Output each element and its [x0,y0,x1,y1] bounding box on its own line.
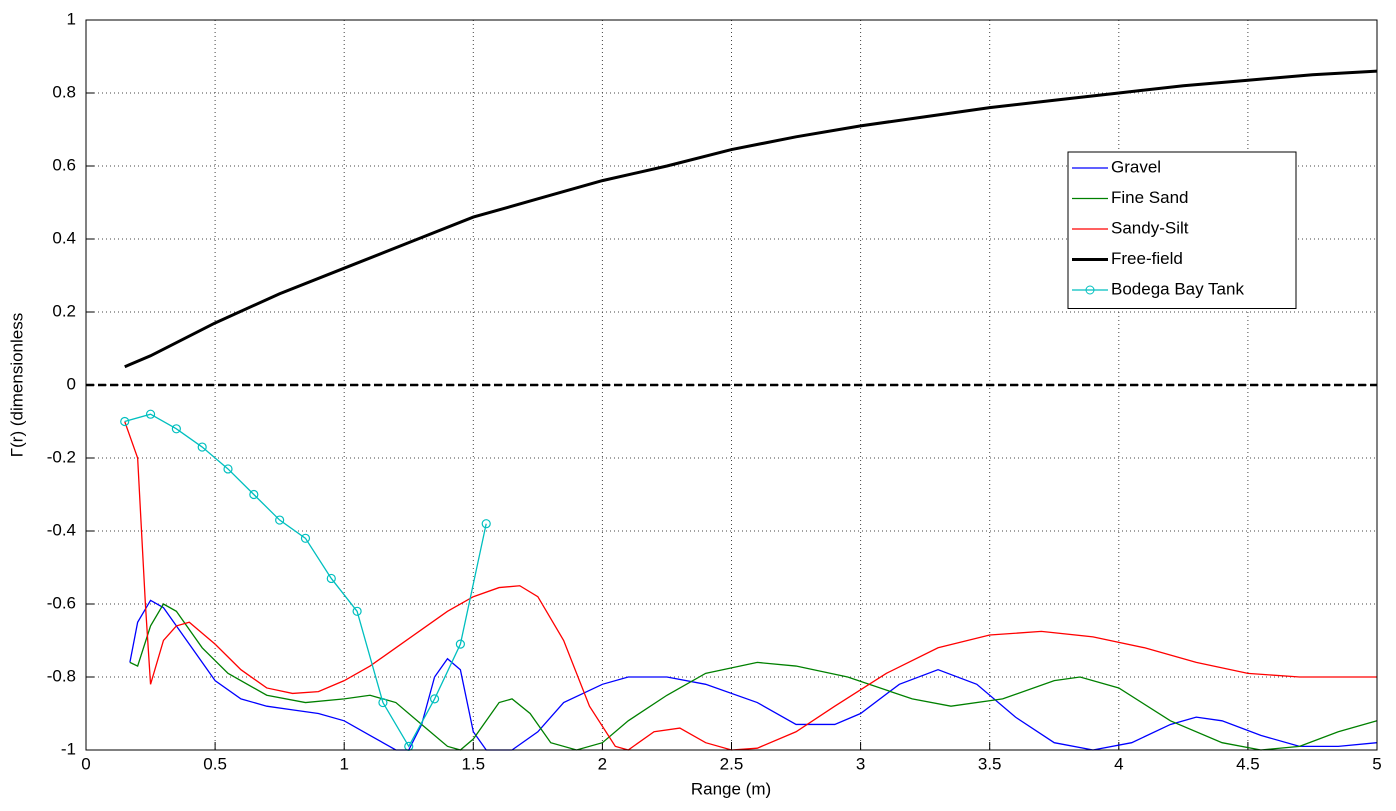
marker [249,489,259,500]
marker [300,533,311,543]
marker [326,573,336,584]
marker [145,409,156,419]
x-tick-label: 4 [1114,754,1123,773]
y-tick-label: -0.8 [47,666,76,685]
y-tick-label: -0.4 [47,520,76,539]
y-tick-label: -0.6 [47,593,76,612]
x-tick-label: 2 [598,754,607,773]
series-line [124,413,487,748]
marker [275,515,285,525]
y-tick-label: 0.2 [52,301,76,320]
x-tick-label: 3 [856,754,865,773]
x-tick-label: 3.5 [978,754,1002,773]
marker [171,424,181,434]
legend-label: Bodega Bay Tank [1111,279,1244,298]
x-axis-label: Range (m) [691,779,771,798]
legend-label: Fine Sand [1111,188,1189,207]
series-line [129,599,1378,751]
y-tick-label: 0 [67,374,76,393]
series-line [124,421,1377,751]
x-tick-label: 0 [81,754,90,773]
y-tick-label: 0.6 [52,155,76,174]
x-tick-label: 4.5 [1236,754,1260,773]
x-tick-label: 1.5 [461,754,485,773]
marker [429,694,440,704]
marker [378,697,388,708]
y-tick-label: -0.2 [47,447,76,466]
x-tick-label: 5 [1372,754,1381,773]
x-tick-label: 0.5 [203,754,227,773]
x-tick-label: 1 [339,754,348,773]
marker [197,442,207,452]
series-line [129,603,1378,751]
series-line [124,69,1378,369]
legend-label: Sandy-Silt [1111,218,1189,237]
y-tick-label: 0.4 [52,228,76,247]
plot-frame [85,19,1378,751]
y-tick-label: 1 [67,9,76,28]
legend-label: Gravel [1111,157,1161,176]
legend-marker [1085,285,1095,295]
y-axis-label: Γ(r) (dimensionless [7,313,26,457]
marker [120,416,130,427]
marker [352,606,362,616]
legend-label: Free-field [1111,249,1183,268]
y-tick-label: 0.8 [52,82,76,101]
marker [223,464,233,474]
marker [481,519,491,529]
y-tick-label: -1 [61,739,76,758]
x-tick-label: 2.5 [720,754,744,773]
marker [455,639,465,649]
legend-box [1067,151,1297,309]
